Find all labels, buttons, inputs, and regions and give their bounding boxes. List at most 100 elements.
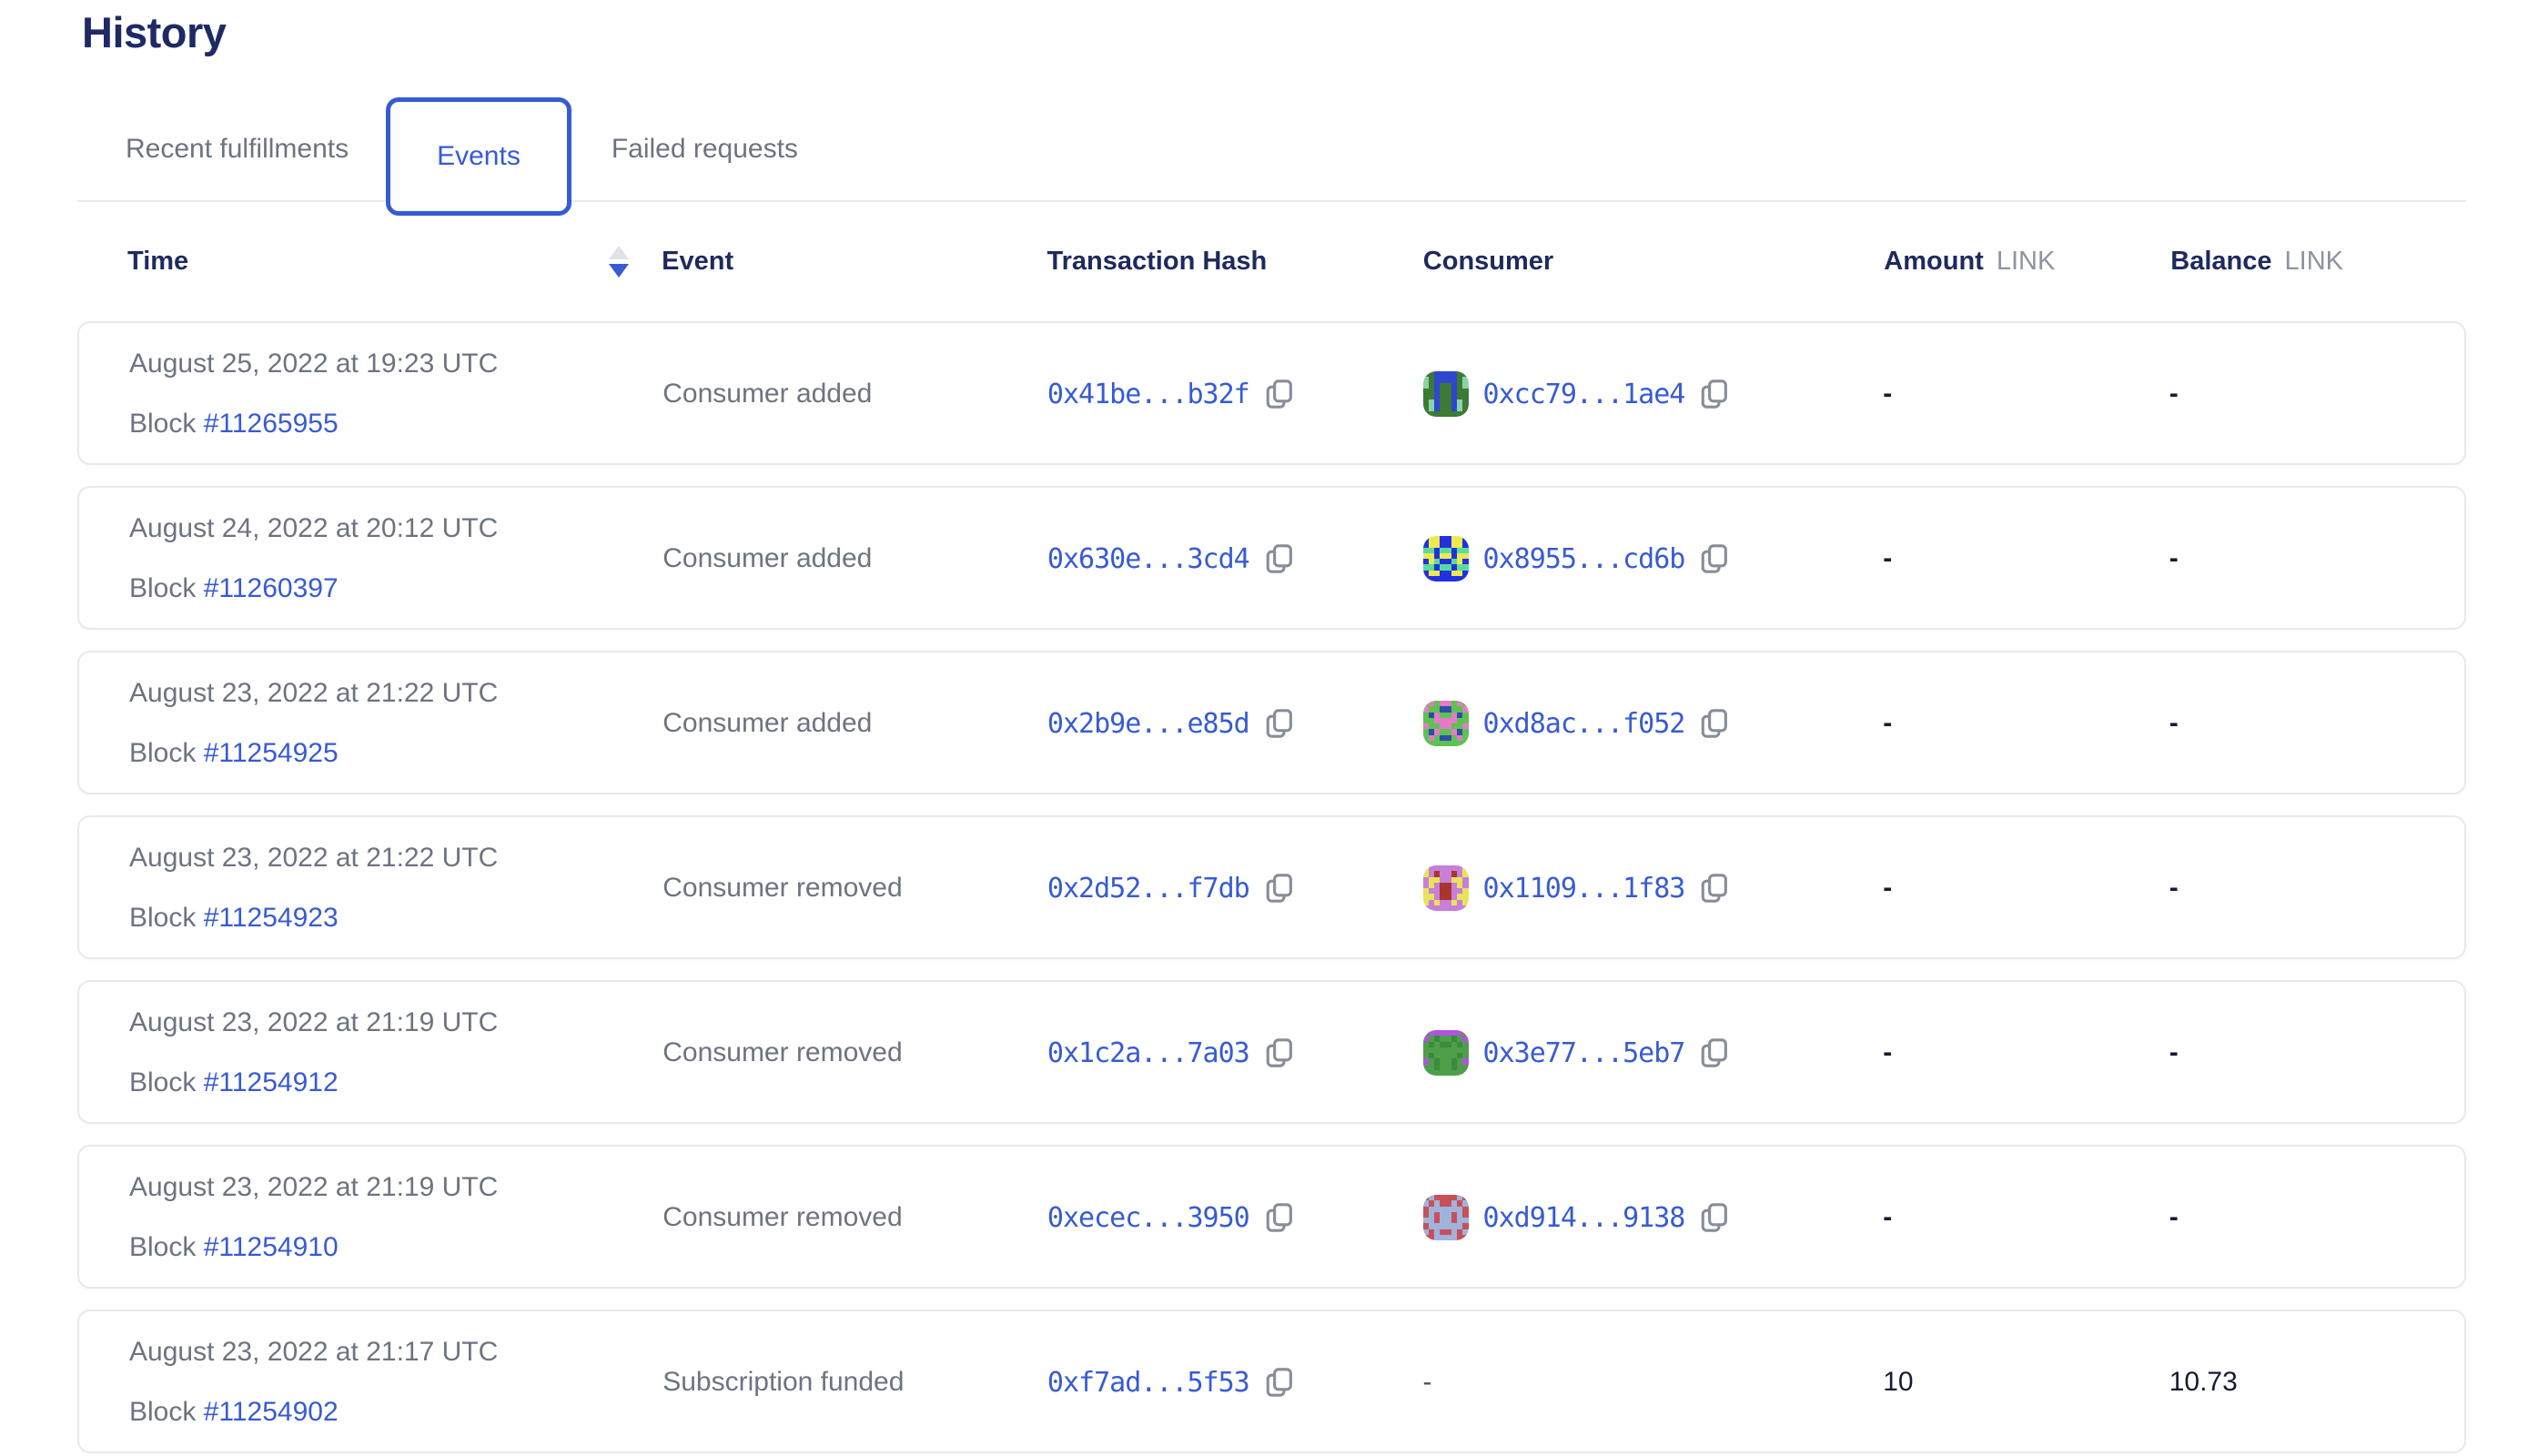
copy-transaction-hash-icon[interactable] — [1264, 871, 1295, 905]
copy-consumer-address-icon[interactable] — [1699, 706, 1730, 741]
block-number-link[interactable]: #11254912 — [203, 1067, 339, 1097]
tab-events[interactable]: Events — [386, 97, 571, 216]
cell-event: Subscription funded — [662, 1367, 1047, 1398]
cell-amount: - — [1883, 379, 2169, 410]
consumer-address-link[interactable]: 0xd914...9138 — [1482, 1201, 1686, 1234]
cell-event: Consumer removed — [662, 873, 1047, 904]
cell-transaction-hash: 0x2b9e...e85d — [1047, 706, 1423, 741]
cell-consumer: 0xcc79...1ae4 — [1422, 371, 1884, 417]
cell-event: Consumer removed — [662, 1037, 1047, 1068]
table-row: August 23, 2022 at 21:17 UTC Block #11254… — [77, 1309, 2466, 1453]
cell-amount: 10 — [1883, 1367, 2169, 1398]
block-label: Block — [129, 409, 204, 439]
event-timestamp: August 23, 2022 at 21:19 UTC — [129, 1172, 499, 1202]
cell-event: Consumer added — [662, 543, 1047, 574]
block-label: Block — [129, 738, 204, 768]
cell-balance: - — [2169, 379, 2419, 410]
cell-consumer: - — [1423, 1367, 1884, 1398]
copy-transaction-hash-icon[interactable] — [1264, 706, 1295, 741]
table-row: August 23, 2022 at 21:22 UTC Block #11254… — [77, 651, 2466, 794]
column-header-amount: Amount LINK — [1884, 247, 2056, 276]
column-header-time[interactable]: Time — [127, 246, 662, 278]
event-type-label: Consumer removed — [662, 1202, 903, 1232]
copy-transaction-hash-icon[interactable] — [1264, 1200, 1295, 1235]
amount-value: - — [1883, 1202, 1893, 1232]
cell-time: August 23, 2022 at 21:22 UTC Block #11254… — [129, 843, 662, 934]
event-timestamp: August 24, 2022 at 20:12 UTC — [129, 513, 499, 543]
event-timestamp: August 23, 2022 at 21:19 UTC — [129, 1007, 499, 1037]
table-row: August 24, 2022 at 20:12 UTC Block #11260… — [77, 486, 2466, 630]
block-label: Block — [129, 573, 204, 603]
cell-time: August 23, 2022 at 21:19 UTC Block #11254… — [129, 1172, 662, 1263]
cell-time: August 25, 2022 at 19:23 UTC Block #11265… — [129, 349, 662, 440]
consumer-avatar-blockie — [1422, 536, 1469, 581]
block-label: Block — [129, 1232, 204, 1262]
amount-value: - — [1883, 379, 1893, 409]
tab-recent-fulfillments[interactable]: Recent fulfillments — [126, 133, 349, 164]
block-number-link[interactable]: #11265955 — [203, 409, 339, 439]
consumer-address-link[interactable]: 0x1109...1f83 — [1482, 872, 1686, 905]
event-type-label: Consumer added — [662, 708, 873, 738]
copy-consumer-address-icon[interactable] — [1699, 1036, 1730, 1070]
balance-value: - — [2169, 873, 2179, 903]
transaction-hash-link[interactable]: 0x2b9e...e85d — [1047, 707, 1250, 740]
transaction-hash-link[interactable]: 0x41be...b32f — [1047, 378, 1250, 410]
copy-transaction-hash-icon[interactable] — [1264, 541, 1295, 576]
amount-value: - — [1883, 543, 1893, 573]
consumer-address-link[interactable]: 0xd8ac...f052 — [1482, 707, 1686, 740]
transaction-hash-link[interactable]: 0x2d52...f7db — [1047, 872, 1250, 905]
event-timestamp: August 23, 2022 at 21:17 UTC — [129, 1337, 499, 1367]
table-row: August 25, 2022 at 19:23 UTC Block #11265… — [77, 321, 2466, 465]
cell-time: August 23, 2022 at 21:19 UTC Block #11254… — [129, 1007, 662, 1098]
copy-transaction-hash-icon[interactable] — [1264, 377, 1295, 411]
cell-event: Consumer removed — [662, 1202, 1047, 1233]
table-header-row: Time Event Transaction Hash Consumer Amo… — [77, 202, 2466, 321]
consumer-address-link[interactable]: 0x3e77...5eb7 — [1482, 1036, 1686, 1069]
block-number-link[interactable]: #11254910 — [203, 1232, 339, 1262]
consumer-address-link[interactable]: 0x8955...cd6b — [1482, 542, 1686, 575]
transaction-hash-link[interactable]: 0x630e...3cd4 — [1047, 542, 1250, 575]
cell-event: Consumer added — [662, 708, 1047, 739]
copy-transaction-hash-icon[interactable] — [1264, 1036, 1295, 1070]
block-line: Block #11265955 — [129, 409, 339, 440]
amount-unit-label: LINK — [1996, 247, 2056, 276]
transaction-hash-link[interactable]: 0xecec...3950 — [1047, 1201, 1250, 1234]
transaction-hash-link[interactable]: 0xf7ad...5f53 — [1047, 1366, 1250, 1399]
event-rows-container: August 25, 2022 at 19:23 UTC Block #11265… — [77, 321, 2466, 1456]
tab-failed-requests[interactable]: Failed requests — [611, 133, 798, 164]
cell-amount: - — [1883, 1037, 2169, 1068]
copy-transaction-hash-icon[interactable] — [1264, 1365, 1295, 1400]
consumer-avatar-blockie — [1422, 1195, 1469, 1240]
block-line: Block #11254902 — [129, 1397, 339, 1428]
consumer-avatar-blockie — [1422, 1030, 1469, 1076]
block-number-link[interactable]: #11260397 — [203, 573, 339, 603]
block-line: Block #11260397 — [129, 573, 339, 604]
copy-consumer-address-icon[interactable] — [1699, 871, 1730, 905]
block-number-link[interactable]: #11254902 — [203, 1397, 339, 1427]
copy-consumer-address-icon[interactable] — [1699, 377, 1730, 411]
copy-consumer-address-icon[interactable] — [1699, 541, 1730, 576]
cell-balance: - — [2169, 1037, 2419, 1068]
cell-balance: 10.73 — [2169, 1367, 2419, 1398]
transaction-hash-link[interactable]: 0x1c2a...7a03 — [1047, 1036, 1250, 1069]
block-number-link[interactable]: #11254923 — [203, 903, 339, 933]
block-line: Block #11254923 — [129, 903, 339, 934]
block-line: Block #11254912 — [129, 1067, 339, 1098]
cell-transaction-hash: 0xecec...3950 — [1047, 1200, 1423, 1235]
cell-consumer: 0xd914...9138 — [1422, 1195, 1884, 1240]
event-timestamp: August 25, 2022 at 19:23 UTC — [129, 349, 499, 379]
cell-transaction-hash: 0xf7ad...5f53 — [1047, 1365, 1423, 1400]
block-line: Block #11254910 — [129, 1232, 339, 1263]
cell-balance: - — [2169, 708, 2419, 739]
event-type-label: Consumer removed — [662, 1037, 903, 1067]
cell-time: August 24, 2022 at 20:12 UTC Block #11260… — [129, 513, 662, 604]
sort-icon[interactable] — [609, 246, 630, 278]
block-number-link[interactable]: #11254925 — [203, 738, 339, 768]
block-label: Block — [129, 1067, 204, 1097]
column-header-event: Event — [662, 247, 734, 276]
event-type-label: Subscription funded — [662, 1367, 905, 1397]
tab-bar: Recent fulfillments Events Failed reques… — [77, 97, 2466, 216]
block-label: Block — [129, 1397, 204, 1427]
consumer-address-link[interactable]: 0xcc79...1ae4 — [1482, 378, 1686, 410]
copy-consumer-address-icon[interactable] — [1699, 1200, 1730, 1235]
